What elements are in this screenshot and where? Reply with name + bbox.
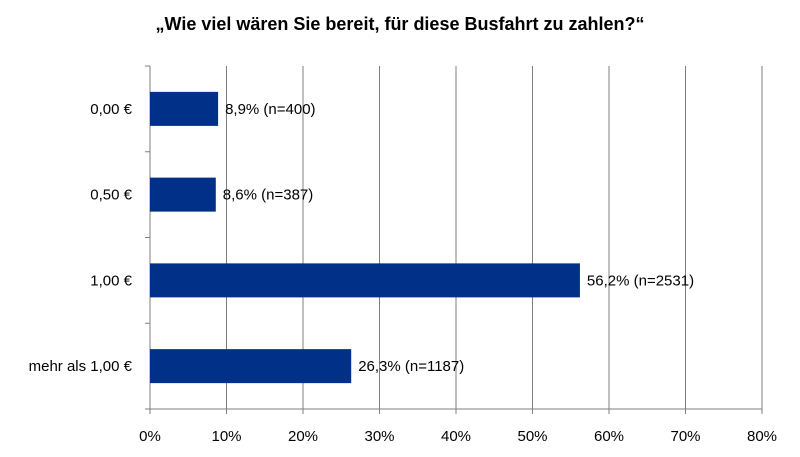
x-tick-label: 60% — [594, 428, 624, 445]
category-label: 1,00 € — [90, 272, 132, 289]
x-tick-label: 70% — [670, 428, 700, 445]
data-label: 8,9% (n=400) — [225, 101, 315, 118]
chart-title: „Wie viel wären Sie bereit, für diese Bu… — [155, 14, 645, 34]
x-tick-label: 20% — [288, 428, 318, 445]
x-tick-label: 30% — [364, 428, 394, 445]
data-label: 56,2% (n=2531) — [587, 272, 694, 289]
x-tick-label: 0% — [139, 428, 161, 445]
bar-4 — [150, 349, 352, 384]
x-tick-label: 40% — [441, 428, 471, 445]
bar-1 — [150, 91, 219, 126]
x-tick-label: 50% — [517, 428, 547, 445]
category-label: 0,50 € — [90, 187, 132, 204]
x-tick-label: 80% — [747, 428, 777, 445]
x-tick-label: 10% — [211, 428, 241, 445]
data-label: 26,3% (n=1187) — [358, 358, 464, 375]
data-label: 8,6% (n=387) — [223, 187, 313, 204]
bar-2 — [150, 177, 216, 212]
category-label: mehr als 1,00 € — [29, 358, 133, 375]
category-label: 0,00 € — [90, 101, 132, 118]
bar-3 — [150, 263, 580, 298]
